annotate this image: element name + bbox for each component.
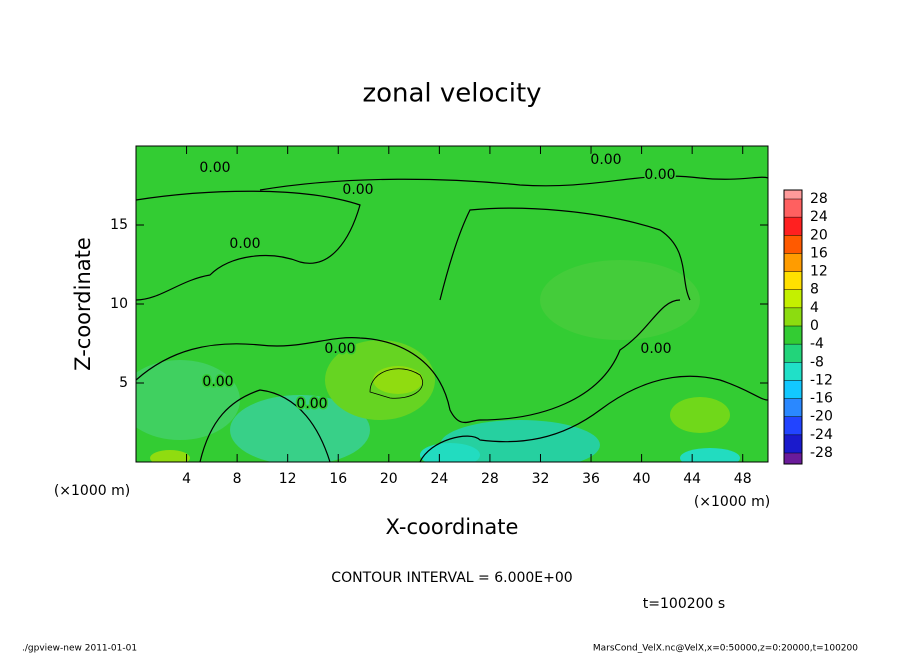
x-tick-label: 28: [481, 471, 499, 487]
contour-label: 0.00: [202, 374, 233, 390]
contour-label: 0.00: [296, 396, 327, 412]
colorbar-swatch: [784, 398, 802, 417]
x-tick-label: 24: [430, 471, 448, 487]
x-tick-label: 36: [582, 471, 600, 487]
x-tick-label: 4: [182, 471, 191, 487]
colorbar-swatch: [784, 307, 802, 326]
colorbar-swatch: [784, 453, 802, 464]
colorbar-label: 24: [810, 209, 828, 225]
colorbar-label: 12: [810, 264, 828, 280]
colorbar-swatch: [784, 416, 802, 435]
colorbar-label: 8: [810, 282, 819, 298]
x-tick-label: 16: [329, 471, 347, 487]
colorbar-swatch: [784, 434, 802, 453]
footer-right: MarsCond_VelX.nc@VelX,x=0:50000,z=0:2000…: [593, 644, 858, 654]
x-tick-label: 44: [683, 471, 701, 487]
time-text: t=100200 s: [643, 596, 725, 612]
colorbar-label: -4: [810, 336, 824, 352]
contour-label: 0.00: [342, 182, 373, 198]
x-tick-label: 8: [233, 471, 242, 487]
y-tick-label: 15: [110, 217, 128, 233]
colorbar-label: 0: [810, 318, 819, 334]
x-tick-label: 20: [380, 471, 398, 487]
contour-label: 0.00: [640, 341, 671, 357]
colorbar-label: 20: [810, 227, 828, 243]
colorbar-swatch: [784, 217, 802, 236]
colorbar-swatch: [784, 289, 802, 308]
x-axis-label: X-coordinate: [386, 515, 519, 539]
colorbar-swatch: [784, 271, 802, 290]
contour-label: 0.00: [644, 167, 675, 183]
chart-title: zonal velocity: [362, 79, 541, 109]
colorbar-label: 16: [810, 245, 828, 261]
colorbar-label: -28: [810, 445, 833, 461]
contour-interval: CONTOUR INTERVAL = 6.000E+00: [331, 570, 572, 586]
contour-label: 0.00: [199, 160, 230, 176]
contour-label: 0.00: [324, 341, 355, 357]
colorbar-label: -20: [810, 409, 833, 425]
x-unit: (×1000 m): [694, 494, 770, 510]
colorbar-label: -16: [810, 391, 833, 407]
colorbar-swatch: [784, 362, 802, 381]
x-tick-label: 48: [734, 471, 752, 487]
x-tick-label: 12: [279, 471, 297, 487]
field: [136, 146, 768, 462]
footer-left: ./gpview-new 2011-01-01: [22, 644, 137, 654]
colorbar-swatch: [784, 190, 802, 199]
y-tick-label: 10: [110, 296, 128, 312]
colorbar-label: -12: [810, 372, 833, 388]
colorbar-label: -24: [810, 427, 833, 443]
x-tick-label: 32: [532, 471, 550, 487]
x-tick-label: 40: [633, 471, 651, 487]
y-unit: (×1000 m): [54, 483, 130, 499]
colorbar-frame: [783, 189, 803, 465]
colorbar-swatch: [784, 344, 802, 363]
contour-label: 0.00: [229, 236, 260, 252]
colorbar-label: -8: [810, 354, 824, 370]
colorbar-label: 28: [810, 191, 828, 207]
colorbar-swatch: [784, 235, 802, 254]
colorbar-swatch: [784, 326, 802, 345]
y-tick-label: 5: [119, 375, 128, 391]
colorbar-swatch: [784, 253, 802, 272]
colorbar-swatch: [784, 199, 802, 218]
contour-label: 0.00: [590, 152, 621, 168]
colorbar-swatch: [784, 380, 802, 399]
y-axis-label: Z-coordinate: [71, 237, 95, 371]
colorbar-label: 4: [810, 300, 819, 316]
